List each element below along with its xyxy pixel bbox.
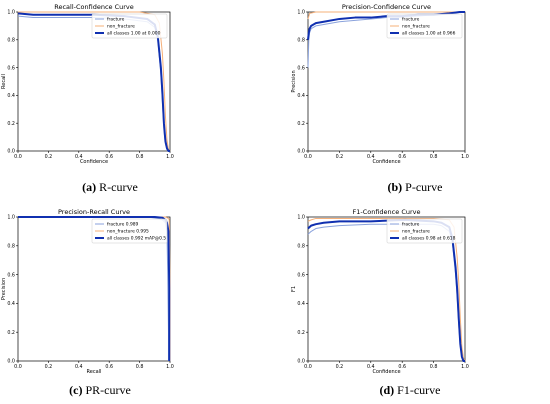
x-tick-label: 1.0 <box>166 154 174 160</box>
legend-label: fracture <box>402 17 420 23</box>
x-tick-label: 0.2 <box>336 154 344 160</box>
y-tick-label: 0.0 <box>7 149 15 155</box>
x-tick-label: 1.0 <box>166 364 174 370</box>
y-tick-label: 0.8 <box>297 244 305 250</box>
y-tick-label: 0.4 <box>7 93 15 99</box>
x-tick-label: 0.4 <box>367 154 375 160</box>
x-tick-label: 0.8 <box>136 364 144 370</box>
legend-label: all classes 1.00 at 0.966 <box>402 31 456 37</box>
y-tick-label: 0.6 <box>7 272 15 278</box>
legend-label: non_fracture <box>107 24 135 30</box>
legend-label: fracture <box>402 222 420 228</box>
x-tick-label: 0.8 <box>136 154 144 160</box>
pr-curve-chart: Precision-Recall Curve 0.0 0.2 0.4 0.6 0.8 1.0… <box>1 208 174 375</box>
x-tick-label: 0.6 <box>105 154 113 160</box>
legend-label: all classes 1.00 at 0.000 <box>107 31 161 37</box>
caption-r-curve: (a) R-curve <box>40 180 180 195</box>
caption-letter: (b) <box>387 180 403 194</box>
legend-label: all classes 0.992 mAP@0.5 <box>107 236 166 242</box>
y-axis-label: Recall <box>1 74 7 89</box>
legend-label: fracture 0.989 <box>107 222 139 228</box>
caption-p-curve: (b) P-curve <box>345 180 485 195</box>
y-axis-label: Precision <box>291 70 297 92</box>
x-axis-label: Confidence <box>372 369 400 375</box>
x-tick-label: 0.2 <box>45 154 53 160</box>
chart-panel-f1-curve: F1-Confidence Curve 0.0 0.2 0.4 0.6 0.8 1.0 0.0… <box>290 205 475 375</box>
x-tick-label: 0.0 <box>304 154 312 160</box>
chart-panel-pr-curve: Precision-Recall Curve 0.0 0.2 0.4 0.6 0.8 1.0… <box>0 205 180 375</box>
legend-box <box>386 218 463 244</box>
y-tick-label: 0.0 <box>7 359 15 365</box>
chart-panel-r-curve: Recall-Confidence Curve 0.0 0.2 0.4 0.6 0.8 1.… <box>0 0 180 165</box>
x-tick-label: 0.0 <box>14 154 22 160</box>
legend-box <box>91 13 168 39</box>
y-tick-label: 0.8 <box>7 38 15 44</box>
y-tick-label: 0.2 <box>297 121 305 127</box>
x-tick-label: 0.8 <box>430 154 438 160</box>
y-tick-label: 0.4 <box>297 301 305 307</box>
x-tick-label: 1.0 <box>461 364 469 370</box>
y-tick-label: 0.6 <box>7 65 15 71</box>
x-tick-label: 0.4 <box>367 364 375 370</box>
caption-text: R-curve <box>96 180 138 194</box>
y-tick-label: 0.6 <box>297 272 305 278</box>
legend-box <box>386 13 463 39</box>
series-line-1 <box>307 11 465 20</box>
y-tick-label: 1.0 <box>297 215 305 221</box>
p-curve-chart: Precision-Confidence Curve 0.0 0.2 0.4 0.6 0.… <box>291 3 469 165</box>
x-axis-label: Confidence <box>372 159 400 165</box>
x-axis-label: Recall <box>87 369 102 375</box>
legend-label: fracture <box>107 17 125 23</box>
x-tick-label: 0.8 <box>430 364 438 370</box>
y-tick-label: 0.4 <box>7 301 15 307</box>
legend-label: all classes 0.98 at 0.618 <box>402 236 456 242</box>
r-curve-chart: Recall-Confidence Curve 0.0 0.2 0.4 0.6 0.8 1.… <box>1 3 174 165</box>
x-tick-label: 0.0 <box>14 364 22 370</box>
y-tick-label: 0.0 <box>297 359 305 365</box>
series-line-1 <box>18 11 171 152</box>
y-tick-label: 0.6 <box>297 65 305 71</box>
y-axis-label: F1 <box>291 286 297 292</box>
y-tick-label: 1.0 <box>297 10 305 16</box>
chart-panel-p-curve: Precision-Confidence Curve 0.0 0.2 0.4 0.6 0.… <box>290 0 475 165</box>
x-tick-label: 0.2 <box>336 364 344 370</box>
x-tick-label: 0.0 <box>304 364 312 370</box>
y-tick-label: 0.2 <box>7 330 15 336</box>
x-tick-label: 0.4 <box>75 364 83 370</box>
chart-title: Precision-Confidence Curve <box>342 3 431 11</box>
legend-label: non_fracture 0.995 <box>107 229 149 235</box>
caption-pr-curve: (c) PR-curve <box>30 383 170 398</box>
y-tick-label: 0.4 <box>297 93 305 99</box>
caption-f1-curve: (d) F1-curve <box>340 383 480 398</box>
legend-box <box>91 218 168 244</box>
x-tick-label: 0.2 <box>45 364 53 370</box>
y-tick-label: 0.0 <box>297 149 305 155</box>
x-tick-label: 1.0 <box>461 154 469 160</box>
y-tick-label: 1.0 <box>7 10 15 16</box>
x-tick-label: 0.4 <box>75 154 83 160</box>
legend-label: non_fracture <box>402 229 430 235</box>
x-tick-label: 0.6 <box>105 364 113 370</box>
y-tick-label: 0.2 <box>297 330 305 336</box>
y-tick-label: 0.2 <box>7 121 15 127</box>
legend-label: non_fracture <box>402 24 430 30</box>
caption-text: PR-curve <box>82 383 131 397</box>
f1-curve-chart: F1-Confidence Curve 0.0 0.2 0.4 0.6 0.8 1.0 0.0… <box>291 208 469 375</box>
chart-title: F1-Confidence Curve <box>352 208 420 216</box>
caption-letter: (c) <box>69 383 83 397</box>
x-tick-label: 0.6 <box>398 154 406 160</box>
caption-letter: (a) <box>82 180 97 194</box>
chart-title: Recall-Confidence Curve <box>54 3 134 11</box>
caption-letter: (d) <box>379 383 395 397</box>
x-axis-label: Confidence <box>80 159 108 165</box>
caption-text: F1-curve <box>394 383 441 397</box>
caption-text: P-curve <box>402 180 443 194</box>
chart-title: Precision-Recall Curve <box>58 208 130 216</box>
y-tick-label: 0.8 <box>297 38 305 44</box>
y-tick-label: 0.8 <box>7 244 15 250</box>
y-tick-label: 1.0 <box>7 215 15 221</box>
x-tick-label: 0.6 <box>398 364 406 370</box>
y-axis-label: Precision <box>1 278 7 300</box>
